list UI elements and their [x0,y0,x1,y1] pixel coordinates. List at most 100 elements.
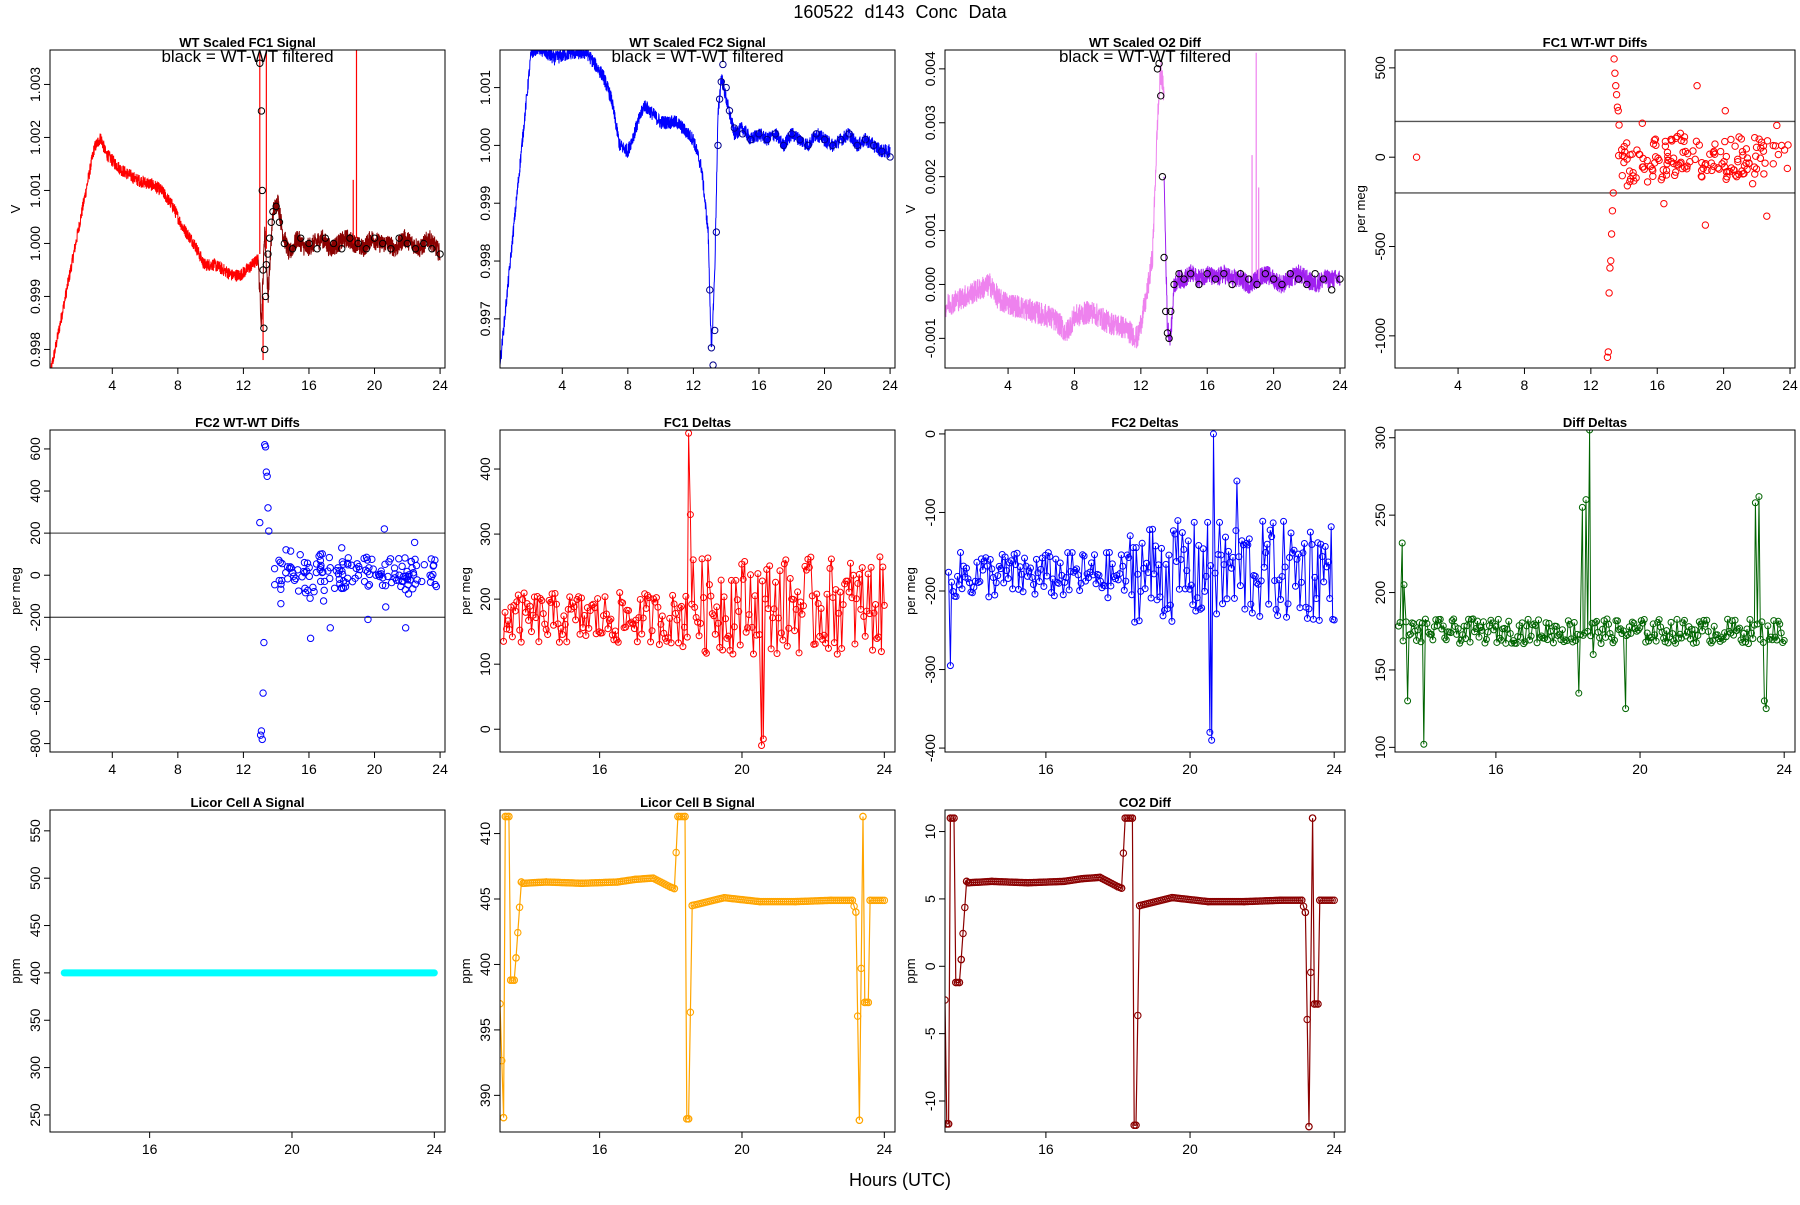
data-point [719,60,727,69]
data-point [1230,594,1238,602]
data-point [989,574,997,582]
data-point [572,616,580,624]
data-point [265,527,273,535]
data-point [1022,562,1030,570]
data-point [1655,616,1663,624]
data-point [1259,517,1267,525]
data-point [1639,619,1647,627]
data-point [290,572,298,580]
data-point [1664,152,1672,161]
data-point [1165,551,1173,559]
data-point [1155,59,1163,68]
y-tick-label: 0.000 [922,267,938,302]
plot-frame [944,809,1346,1133]
data-point [346,234,354,242]
data-point [294,587,303,595]
data-point [1734,157,1742,166]
data-point [1398,539,1406,547]
data-point [283,563,292,571]
data-point [1429,636,1437,644]
data-point [1224,547,1232,555]
data-point [1709,637,1717,645]
data-point [291,574,300,583]
y-tick-label: -5 [922,1027,938,1040]
data-point [577,594,585,602]
data-point [1125,554,1133,562]
data-point [1624,630,1632,638]
y-tick-label: -400 [27,645,43,673]
data-point [1689,639,1697,647]
y-tick-label: 395 [477,1018,493,1042]
data-point [961,903,969,912]
data-point [864,998,873,1007]
data-point [1153,65,1162,73]
y-tick-label: 500 [27,866,43,890]
data-point [309,583,317,592]
data-point [563,638,571,646]
data-point [1149,525,1157,533]
data-point [1107,582,1115,590]
data-point [614,638,622,646]
data-point [1399,637,1407,645]
panel-title: FC2 Deltas [1111,415,1178,430]
data-point [1597,639,1605,647]
data-point [1195,542,1203,550]
data-point [267,218,275,226]
data-point [1763,137,1772,145]
x-tick-label: 24 [1782,377,1798,393]
data-point [626,619,634,627]
data-point [1638,119,1647,127]
panel-title: FC1 Deltas [664,415,731,430]
data-point [564,605,572,613]
data-point [1190,518,1198,526]
data-point [1187,581,1195,589]
data-point [544,631,552,639]
plot-frame [944,49,1346,369]
data-point [1080,552,1088,560]
data-point [316,563,325,572]
data-point [1750,163,1759,171]
series-line [945,817,1335,1127]
x-tick-label: 8 [174,377,182,393]
data-point [1614,107,1622,115]
data-point [1294,550,1302,558]
data-point [1291,582,1299,590]
data-point [505,626,513,634]
data-point [1046,553,1054,561]
x-tick-label: 24 [1776,761,1792,777]
figure-xlabel: Hours (UTC) [849,1170,951,1190]
data-point [1650,136,1659,144]
y-axis-label: per meg [8,567,23,615]
data-point [1117,884,1126,892]
data-point [1680,616,1688,624]
data-point [985,593,993,601]
data-point [1763,212,1771,220]
data-point [1400,581,1408,589]
panel-title: Diff Deltas [1563,415,1627,430]
y-axis-label: ppm [903,958,918,983]
series-wt-wt-filtered [706,60,894,368]
x-tick-label: 4 [558,377,566,393]
data-point [1220,561,1228,569]
data-point [1035,577,1043,585]
data-point [1737,135,1746,143]
data-point [580,611,588,619]
data-point [312,560,321,568]
data-point [560,612,568,620]
data-point [428,245,436,253]
data-point [1441,634,1449,642]
data-point [1420,740,1428,748]
data-point [691,603,699,611]
data-point [962,564,970,572]
data-point [1689,147,1697,155]
data-point [886,153,894,161]
data-point [799,602,807,610]
data-point [852,908,860,916]
series-fc2-deltas [945,430,1338,744]
data-point [837,135,845,144]
data-point [1517,633,1525,641]
data-point [1484,628,1492,636]
data-point [866,610,874,618]
data-point [1465,615,1473,623]
data-point [589,600,597,608]
